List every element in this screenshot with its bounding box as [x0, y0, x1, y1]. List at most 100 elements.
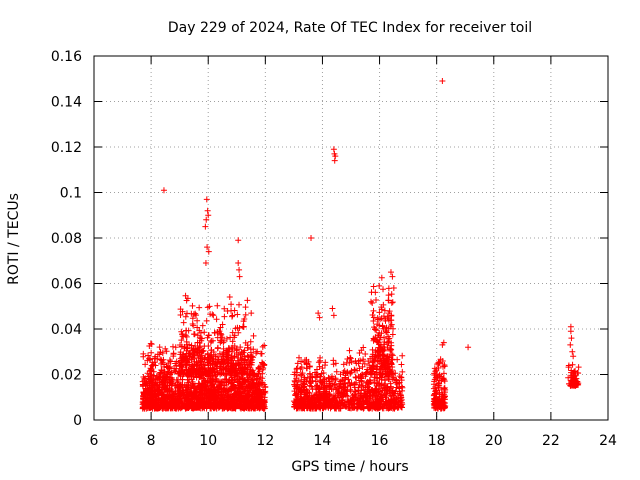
data-point	[207, 351, 214, 358]
data-point	[398, 399, 405, 406]
data-point	[399, 368, 406, 375]
data-point	[195, 393, 202, 400]
data-point	[379, 370, 386, 377]
data-point	[191, 348, 198, 355]
data-point	[387, 269, 394, 276]
data-point	[162, 379, 169, 386]
tick-labels: 6 8 10 12 14 16 18 20 22 24 0 0.02 0.04 0.06 0.08 0.1 0.…	[51, 49, 617, 449]
data-point	[259, 366, 266, 373]
data-point	[215, 383, 222, 390]
data-point	[218, 392, 225, 399]
data-point	[389, 331, 396, 338]
data-point	[378, 391, 385, 398]
data-point	[347, 382, 354, 389]
data-point	[391, 396, 398, 403]
data-point	[385, 317, 392, 324]
data-point	[147, 378, 154, 385]
data-point	[339, 385, 346, 392]
data-point	[139, 405, 146, 412]
data-point	[347, 370, 354, 377]
data-point	[384, 353, 391, 360]
data-point	[380, 286, 387, 293]
data-point	[167, 363, 174, 370]
data-point	[187, 400, 194, 407]
data-point	[343, 359, 350, 366]
data-point	[330, 146, 337, 153]
data-point	[465, 344, 472, 351]
data-point	[370, 283, 377, 290]
data-point	[203, 196, 210, 203]
data-point	[261, 362, 268, 369]
data-point	[260, 405, 267, 412]
data-point	[146, 389, 153, 396]
data-point	[372, 371, 379, 378]
y-tick-label: 0.06	[51, 277, 82, 293]
data-point	[233, 399, 240, 406]
data-point	[369, 312, 376, 319]
data-point	[569, 361, 576, 368]
data-point	[190, 373, 197, 380]
data-point	[163, 393, 170, 400]
data-point	[390, 285, 397, 292]
data-point	[214, 363, 221, 370]
data-point	[156, 344, 163, 351]
data-point	[374, 363, 381, 370]
data-point	[236, 385, 243, 392]
data-point	[184, 376, 191, 383]
data-point	[220, 361, 227, 368]
data-point	[167, 404, 174, 411]
data-point	[241, 316, 248, 323]
data-point	[148, 349, 155, 356]
data-point	[377, 316, 384, 323]
data-point	[323, 398, 330, 405]
data-point	[389, 376, 396, 383]
data-point	[214, 302, 221, 309]
data-point	[176, 362, 183, 369]
data-point	[341, 380, 348, 387]
data-point	[173, 376, 180, 383]
data-point	[214, 345, 221, 352]
data-point	[166, 399, 173, 406]
axis-ticks	[93, 55, 609, 421]
data-point	[441, 362, 448, 369]
data-point	[355, 358, 362, 365]
data-point	[294, 360, 301, 367]
data-point	[191, 385, 198, 392]
data-point	[315, 394, 322, 401]
data-point	[207, 355, 214, 362]
data-point	[160, 187, 167, 194]
data-point	[434, 361, 441, 368]
data-point	[172, 388, 179, 395]
data-points	[139, 78, 582, 412]
data-point	[148, 404, 155, 411]
data-point	[189, 315, 196, 322]
data-point	[358, 378, 365, 385]
data-point	[304, 374, 311, 381]
data-point	[186, 359, 193, 366]
data-point	[356, 381, 363, 388]
data-point	[249, 367, 256, 374]
data-point	[307, 405, 314, 412]
data-point	[227, 356, 234, 363]
data-point	[143, 379, 150, 386]
data-point	[297, 394, 304, 401]
data-point	[183, 352, 190, 359]
data-point	[391, 390, 398, 397]
data-point	[225, 368, 232, 375]
data-point	[293, 390, 300, 397]
data-point	[344, 356, 351, 363]
data-point	[384, 366, 391, 373]
x-tick-label: 20	[485, 433, 503, 449]
data-point	[328, 380, 335, 387]
data-point	[370, 324, 377, 331]
data-point	[262, 383, 269, 390]
data-point	[199, 402, 206, 409]
data-point	[204, 382, 211, 389]
data-point	[239, 355, 246, 362]
data-point	[568, 377, 575, 384]
data-point	[235, 237, 242, 244]
data-point	[243, 405, 250, 412]
data-point	[220, 350, 227, 357]
data-point	[185, 389, 192, 396]
